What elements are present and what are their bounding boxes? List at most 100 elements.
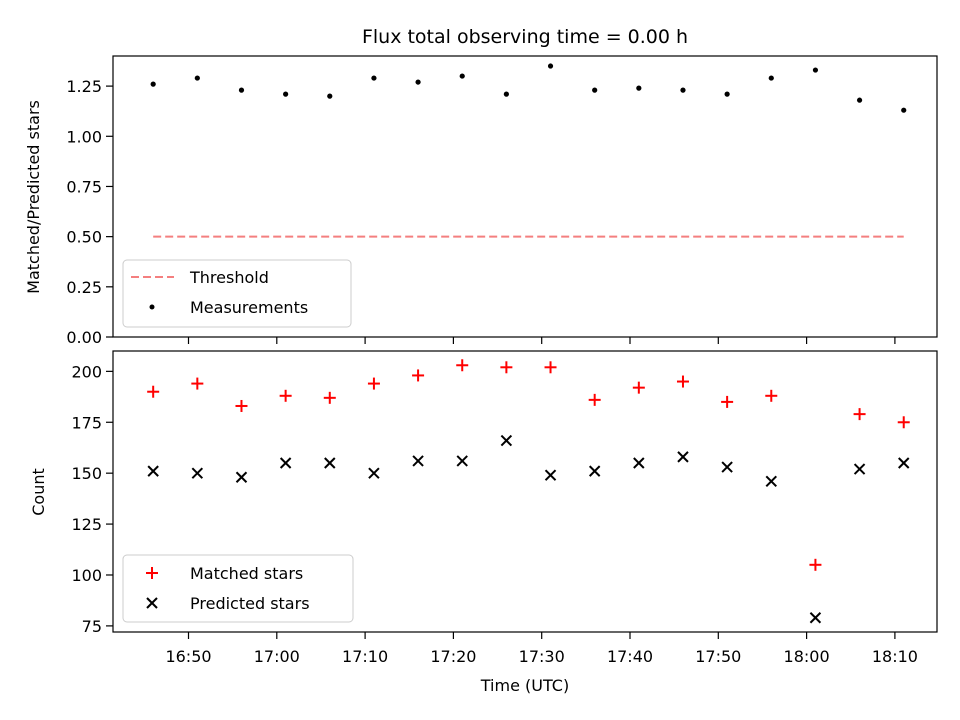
measurement-point [283, 91, 289, 97]
legend-threshold-label: Threshold [189, 268, 269, 287]
matched-star-point [809, 558, 822, 571]
measurement-point [680, 87, 686, 93]
predicted-stars-points [147, 434, 910, 624]
measurement-point [856, 97, 863, 103]
matched-star-point [544, 361, 557, 374]
x-tick-label: 17:00 [254, 647, 300, 666]
bottom-y-ticks: 75 100 125 150 175 200 [71, 362, 113, 636]
top-legend: Threshold Measurements [122, 259, 352, 328]
matched-star-point [367, 377, 380, 390]
bottom-y-tick-label: 175 [71, 413, 102, 432]
measurement-point [503, 91, 509, 97]
x-tick-label: 17:50 [695, 647, 741, 666]
measurement-point [415, 79, 421, 85]
bottom-y-axis-label: Count [29, 468, 48, 516]
bottom-y-tick-label: 75 [82, 617, 102, 636]
top-y-tick-label: 0.50 [66, 228, 102, 247]
x-tick-label: 18:00 [784, 647, 830, 666]
predicted-star-point [588, 465, 601, 477]
predicted-star-point [500, 434, 513, 447]
matched-star-point [456, 359, 469, 372]
top-panel-frame [112, 55, 938, 338]
predicted-star-point [412, 455, 424, 467]
legend-predicted-swatch [146, 597, 158, 609]
top-legend-box [122, 259, 352, 328]
predicted-star-point [368, 467, 380, 479]
matched-star-point [853, 408, 866, 421]
measurement-point [812, 67, 819, 73]
matched-star-point [279, 389, 292, 402]
measurement-point [327, 93, 333, 99]
x-tick-label: 17:10 [342, 647, 388, 666]
x-tick-label: 17:20 [430, 647, 476, 666]
matched-star-point [412, 369, 425, 382]
x-tick-label: 18:10 [872, 647, 918, 666]
top-x-ticks [187, 337, 896, 344]
matched-star-point [676, 375, 689, 388]
top-y-tick-label: 1.25 [66, 77, 102, 96]
top-y-axis-label: Matched/Predicted stars [24, 100, 43, 294]
x-axis-label: Time (UTC) [480, 676, 569, 695]
measurement-point [150, 81, 156, 87]
top-y-tick-label: 0.75 [66, 177, 102, 196]
predicted-star-point [147, 465, 159, 477]
top-panel: 0.00 0.25 0.50 0.75 1.00 1.25 Matched/Predict… [24, 55, 938, 347]
legend-matched-label: Matched stars [190, 564, 303, 583]
measurement-point [371, 75, 377, 81]
bottom-y-tick-label: 100 [71, 566, 102, 585]
bottom-legend: Matched stars Predicted stars [122, 554, 354, 623]
matched-star-point [721, 395, 734, 408]
matched-star-point [235, 399, 248, 412]
predicted-star-point [235, 471, 248, 483]
matched-star-point [765, 389, 778, 402]
chart-title: Flux total observing time = 0.00 h [362, 26, 688, 48]
predicted-star-point [765, 475, 777, 488]
top-y-tick-label: 0.25 [66, 278, 102, 297]
bottom-panel-frame [112, 350, 938, 633]
x-tick-label: 16:50 [165, 647, 211, 666]
legend-matched-swatch [146, 567, 158, 579]
predicted-star-point [677, 451, 689, 463]
top-y-tick-label: 1.00 [66, 127, 102, 146]
predicted-star-point [324, 457, 336, 469]
bottom-y-tick-label: 125 [71, 515, 102, 534]
measurement-point [724, 91, 730, 97]
predicted-star-point [853, 463, 866, 475]
measurements-points [150, 63, 907, 113]
bottom-legend-box [122, 554, 354, 623]
predicted-star-point [456, 455, 468, 467]
predicted-star-point [898, 457, 910, 469]
measurement-point [636, 85, 642, 91]
matched-star-point [147, 385, 160, 398]
matched-star-point [897, 416, 910, 429]
measurement-point [901, 107, 907, 113]
matched-star-point [588, 393, 601, 406]
predicted-star-point [809, 612, 822, 624]
measurement-point [768, 75, 774, 81]
matched-star-point [500, 361, 513, 374]
legend-measurements-swatch [149, 304, 155, 310]
bottom-panel: 75 100 125 150 175 200 16:50 17:00 17:10 17:20 17… [29, 350, 938, 695]
top-y-ticks: 0.00 0.25 0.50 0.75 1.00 1.25 [66, 77, 113, 347]
measurement-point [547, 63, 554, 69]
matched-star-point [632, 381, 645, 394]
predicted-star-point [721, 461, 733, 473]
matched-stars-points [147, 359, 910, 571]
measurement-point [238, 87, 245, 93]
x-tick-label: 17:40 [607, 647, 653, 666]
matched-star-point [323, 391, 336, 404]
predicted-star-point [544, 469, 557, 481]
top-y-tick-label: 0.00 [66, 328, 102, 347]
bottom-x-ticks: 16:50 17:00 17:10 17:20 17:30 17:40 17:50 18:00… [165, 632, 918, 666]
bottom-y-tick-label: 150 [71, 464, 102, 483]
predicted-star-point [633, 457, 645, 469]
bottom-y-tick-label: 200 [71, 362, 102, 381]
predicted-star-point [279, 457, 292, 469]
measurement-point [459, 73, 465, 79]
legend-predicted-label: Predicted stars [190, 594, 310, 613]
matched-star-point [191, 377, 204, 390]
legend-measurements-label: Measurements [190, 298, 308, 317]
x-tick-label: 17:30 [519, 647, 565, 666]
predicted-star-point [191, 467, 204, 479]
